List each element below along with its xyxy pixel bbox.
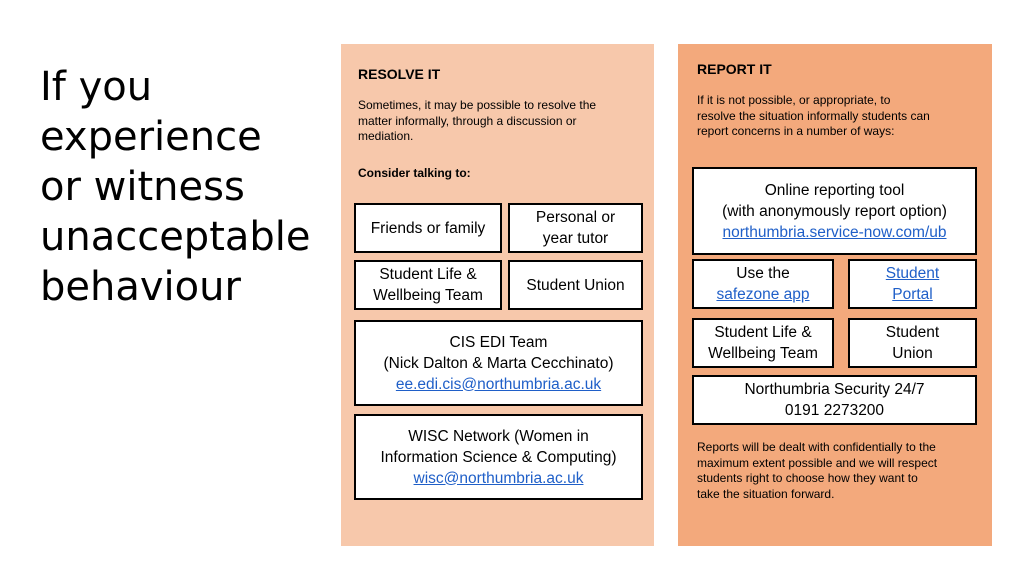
report-intro: If it is not possible, or appropriate, t… — [697, 93, 930, 138]
headline-line: or witness — [40, 164, 245, 210]
online-reporting-box: Online reporting tool (with anonymously … — [692, 167, 977, 255]
friends-family-box: Friends or family — [354, 203, 502, 253]
student-union-box: Student Union — [508, 260, 643, 310]
consider-label: Consider talking to: — [358, 166, 471, 180]
security-box: Northumbria Security 24/7 0191 2273200 — [692, 375, 977, 425]
resolve-panel: RESOLVE IT Sometimes, it may be possible… — [341, 44, 654, 546]
safezone-box: Use the safezone app — [692, 259, 834, 309]
student-portal-link[interactable]: Portal — [892, 286, 933, 303]
report-footer: Reports will be dealt with confidentiall… — [697, 440, 938, 501]
headline-line: unacceptable — [40, 214, 311, 260]
wisc-email-link[interactable]: wisc@northumbria.ac.uk — [413, 469, 584, 487]
headline-line: If you — [40, 64, 153, 110]
headline-line: behaviour — [40, 264, 241, 310]
wellbeing-box: Student Life & Wellbeing Team — [354, 260, 502, 310]
report-panel: REPORT IT If it is not possible, or appr… — [678, 44, 992, 546]
cis-edi-box: CIS EDI Team (Nick Dalton & Marta Cecchi… — [354, 320, 643, 406]
tutor-box: Personal or year tutor — [508, 203, 643, 253]
report-union-box: Student Union — [848, 318, 977, 368]
report-wellbeing-box: Student Life & Wellbeing Team — [692, 318, 834, 368]
online-reporting-link[interactable]: northumbria.service-now.com/ub — [722, 223, 947, 241]
resolve-intro: Sometimes, it may be possible to resolve… — [358, 98, 597, 143]
student-portal-link[interactable]: Student — [885, 265, 940, 282]
student-portal-box: Student Portal — [848, 259, 977, 309]
wisc-box: WISC Network (Women in Information Scien… — [354, 414, 643, 500]
slide-headline: If you experience or witness unacceptabl… — [40, 62, 320, 312]
headline-line: experience — [40, 114, 262, 160]
cis-email-link[interactable]: ee.edi.cis@northumbria.ac.uk — [395, 375, 602, 393]
report-title: REPORT IT — [697, 61, 772, 77]
safezone-app-link[interactable]: safezone app — [716, 286, 810, 303]
resolve-title: RESOLVE IT — [358, 66, 441, 82]
